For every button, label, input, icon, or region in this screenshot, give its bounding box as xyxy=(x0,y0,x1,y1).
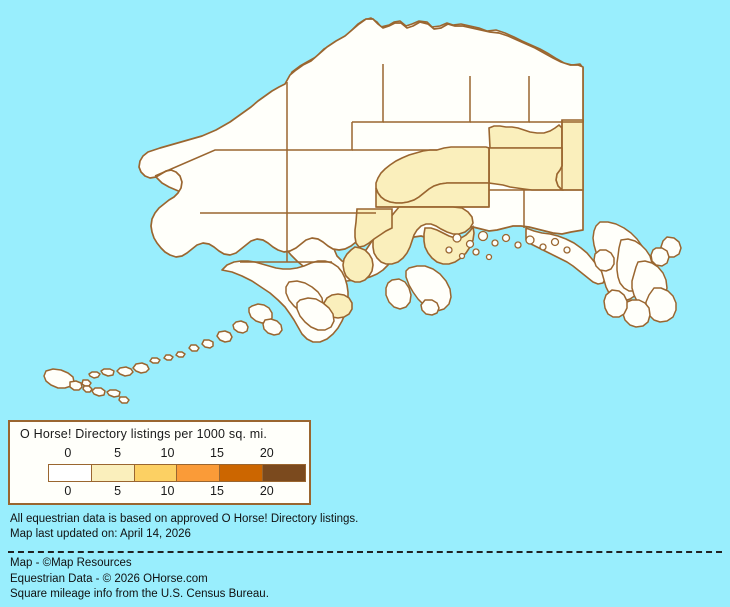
footnotes-block: All equestrian data is based on approved… xyxy=(10,512,720,541)
credit-equestrian-data: Equestrian Data - © 2026 OHorse.com xyxy=(10,572,208,585)
region-panhandle-mainland xyxy=(525,227,606,285)
legend-swatch-5-10[interactable] xyxy=(134,465,178,481)
legend-swatch-0-5[interactable] xyxy=(91,465,135,481)
credit-census-bureau: Square mileage info from the U.S. Census… xyxy=(10,588,269,600)
legend-ticks-top: 0 5 10 15 20 xyxy=(48,446,306,462)
coastal-islets xyxy=(445,230,571,261)
borough-boundaries xyxy=(154,64,583,263)
legend-tick-top-10: 10 xyxy=(160,446,175,460)
legend-ticks-bottom: 0 5 10 15 20 xyxy=(48,484,306,500)
section-divider xyxy=(8,551,722,553)
legend-tick-bottom-5: 5 xyxy=(114,484,122,498)
footnote-data-source: All equestrian data is based on approved… xyxy=(10,513,359,525)
credit-map-source: Map - ©Map Resources xyxy=(10,557,132,569)
borough-lake-peninsula[interactable] xyxy=(342,246,374,283)
legend-swatch-20-plus[interactable] xyxy=(263,465,305,481)
alaska-map-svg[interactable] xyxy=(0,0,730,420)
legend-tick-top-20: 20 xyxy=(259,446,274,460)
map-canvas[interactable] xyxy=(0,0,730,420)
credits-block: Map - ©Map Resources Equestrian Data - ©… xyxy=(10,556,720,603)
legend-tick-top-5: 5 xyxy=(114,446,122,460)
map-legend: O Horse! Directory listings per 1000 sq.… xyxy=(8,420,311,505)
legend-tick-top-0: 0 xyxy=(64,446,72,460)
borough-upper-tanana[interactable] xyxy=(488,147,564,191)
kodiak-island-group xyxy=(385,265,452,316)
footnote-last-updated: Map last updated on: April 14, 2026 xyxy=(10,527,191,540)
legend-title: O Horse! Directory listings per 1000 sq.… xyxy=(20,427,268,441)
legend-tick-bottom-20: 20 xyxy=(259,484,274,498)
legend-color-scale xyxy=(48,464,306,482)
legend-tick-top-15: 15 xyxy=(210,446,224,460)
legend-tick-bottom-0: 0 xyxy=(64,484,72,498)
legend-swatch-0[interactable] xyxy=(49,465,92,481)
legend-swatch-10-15[interactable] xyxy=(177,465,221,481)
borough-bristol-bay[interactable] xyxy=(354,208,393,248)
legend-swatch-15-20[interactable] xyxy=(220,465,264,481)
legend-tick-bottom-10: 10 xyxy=(160,484,175,498)
southeast-panhandle-islands xyxy=(592,221,682,328)
aleutian-islands xyxy=(43,280,335,404)
legend-tick-bottom-15: 15 xyxy=(210,484,224,498)
